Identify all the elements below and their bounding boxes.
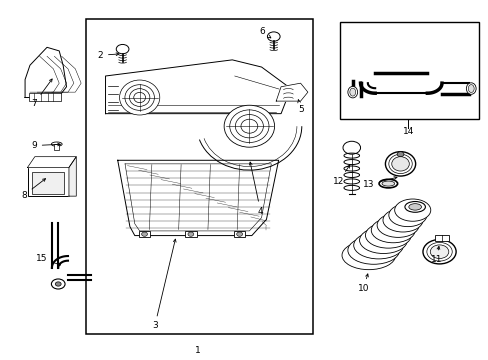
Polygon shape <box>118 160 278 235</box>
Polygon shape <box>105 60 290 114</box>
Ellipse shape <box>129 89 149 106</box>
Ellipse shape <box>353 231 403 259</box>
Ellipse shape <box>370 218 414 243</box>
Ellipse shape <box>224 105 274 147</box>
Ellipse shape <box>404 202 425 212</box>
Text: 2: 2 <box>97 51 119 60</box>
Bar <box>233 231 245 237</box>
Ellipse shape <box>429 245 448 258</box>
Ellipse shape <box>365 222 410 248</box>
Circle shape <box>142 232 147 236</box>
Ellipse shape <box>119 80 160 115</box>
Ellipse shape <box>51 142 62 146</box>
Ellipse shape <box>381 181 394 186</box>
Bar <box>184 231 196 237</box>
Ellipse shape <box>376 213 418 237</box>
Ellipse shape <box>124 85 154 110</box>
Bar <box>339 22 478 119</box>
Text: 9: 9 <box>31 141 60 150</box>
Bar <box>54 144 59 150</box>
Ellipse shape <box>391 157 408 171</box>
Ellipse shape <box>466 83 475 94</box>
Circle shape <box>51 279 65 289</box>
Ellipse shape <box>347 236 399 264</box>
Ellipse shape <box>378 179 397 188</box>
Text: 15: 15 <box>36 255 61 265</box>
Ellipse shape <box>341 241 395 270</box>
Text: 6: 6 <box>259 27 270 38</box>
Text: 13: 13 <box>362 177 396 189</box>
Circle shape <box>55 282 61 286</box>
Bar <box>139 231 150 237</box>
Text: 5: 5 <box>297 99 304 114</box>
Polygon shape <box>27 157 76 167</box>
Polygon shape <box>25 47 66 98</box>
Bar <box>434 235 448 241</box>
Ellipse shape <box>388 154 411 174</box>
Circle shape <box>267 32 280 41</box>
Ellipse shape <box>388 204 426 226</box>
Text: 11: 11 <box>430 246 442 265</box>
Text: 14: 14 <box>402 127 413 136</box>
Bar <box>86 19 312 334</box>
Ellipse shape <box>422 239 455 264</box>
Ellipse shape <box>426 242 451 261</box>
Ellipse shape <box>241 119 257 133</box>
Ellipse shape <box>468 85 473 93</box>
Circle shape <box>342 141 360 154</box>
Text: 1: 1 <box>195 346 201 355</box>
Text: 3: 3 <box>152 239 176 330</box>
Ellipse shape <box>359 227 407 253</box>
Ellipse shape <box>408 204 421 210</box>
Ellipse shape <box>347 86 357 98</box>
Circle shape <box>116 44 129 54</box>
Ellipse shape <box>229 110 268 143</box>
Circle shape <box>236 232 242 236</box>
Bar <box>27 167 69 196</box>
Ellipse shape <box>394 199 430 221</box>
Circle shape <box>396 152 403 157</box>
Circle shape <box>187 232 193 236</box>
Text: 8: 8 <box>21 179 45 199</box>
Text: 7: 7 <box>31 79 52 108</box>
Bar <box>29 93 61 101</box>
Polygon shape <box>69 157 76 196</box>
Ellipse shape <box>382 208 422 232</box>
Ellipse shape <box>349 88 355 96</box>
Ellipse shape <box>385 152 415 176</box>
Bar <box>32 172 64 194</box>
Text: 10: 10 <box>357 274 368 293</box>
Text: 4: 4 <box>249 162 263 216</box>
Polygon shape <box>276 83 307 101</box>
Ellipse shape <box>134 93 145 103</box>
Ellipse shape <box>235 114 263 138</box>
Text: 12: 12 <box>333 165 349 185</box>
